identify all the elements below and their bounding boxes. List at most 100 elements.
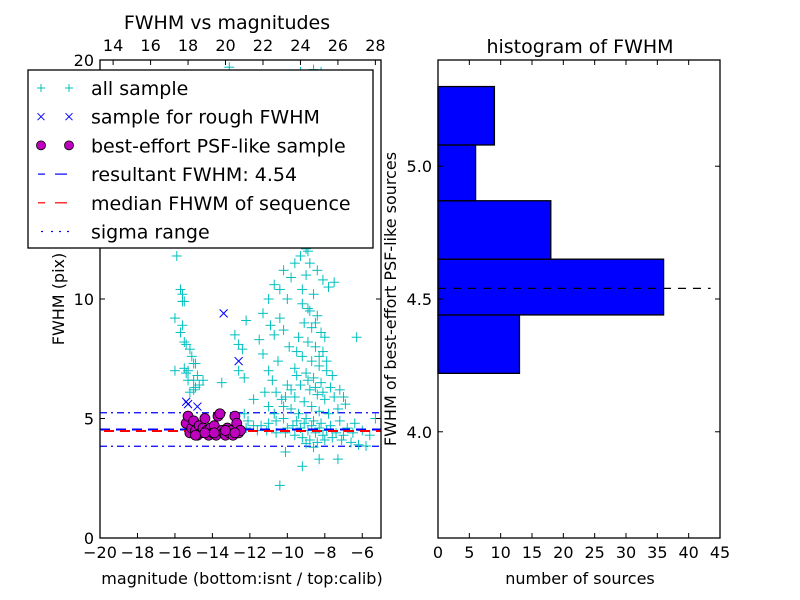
histogram-panel: 0 5 10 15 20 25 30 35 40 45 4.0 4.5 5.0 histogram of…: [381, 36, 730, 588]
histogram-bars: [437, 85, 665, 375]
legend-label: resultant FWHM: 4.54: [91, 164, 297, 186]
top-x-tick-label: 18: [178, 36, 198, 55]
hist-x-tick-label: 20: [553, 543, 573, 562]
all-sample-point: [269, 329, 280, 340]
all-sample-point: [267, 375, 278, 386]
all-sample-point: [241, 315, 252, 326]
all-sample-point: [351, 332, 362, 343]
all-sample-point: [265, 320, 276, 331]
all-sample-point: [314, 360, 325, 371]
histogram-bar: [437, 85, 496, 146]
top-x-tick-label: 20: [215, 36, 235, 55]
all-sample-point: [317, 274, 328, 285]
legend-plus-icon: [37, 84, 73, 92]
all-sample-point: [286, 272, 297, 283]
all-sample-point: [169, 313, 180, 324]
legend-entry: best-effort PSF-like sample: [36, 135, 346, 157]
all-sample-point: [347, 427, 358, 438]
all-sample-point: [274, 480, 285, 491]
all-sample-point: [317, 387, 328, 398]
all-sample-point: [332, 403, 343, 414]
all-sample-point: [304, 384, 315, 395]
all-sample-point: [272, 356, 283, 367]
legend-entry: median FHWM of sequence: [38, 193, 351, 215]
histogram-bar: [437, 314, 521, 375]
all-sample-point: [302, 303, 313, 314]
all-sample-point: [237, 344, 248, 355]
legend: all sample sample for rough FWHM best-effo…: [27, 69, 374, 249]
legend-entry: all sample: [37, 78, 188, 100]
all-sample-point: [177, 320, 188, 331]
histogram-x-label: number of sources: [505, 569, 655, 588]
all-sample-point: [291, 346, 302, 357]
all-sample-point: [340, 399, 351, 410]
all-sample-point: [346, 437, 357, 448]
psf-like-sample-point: [214, 408, 226, 420]
x-tick-label: −18: [121, 543, 155, 562]
scatter-title: FWHM vs magnitudes: [124, 12, 330, 34]
scatter-reference-lines: [100, 412, 381, 447]
all-sample-point: [327, 370, 338, 381]
top-x-tick-label: 22: [253, 36, 273, 55]
all-sample-point: [323, 282, 334, 293]
all-sample-point: [321, 365, 332, 376]
legend-label: sigma range: [91, 222, 210, 244]
all-sample-point: [304, 305, 315, 316]
hist-x-tick-label: 40: [678, 543, 698, 562]
all-sample-point: [175, 327, 186, 338]
all-sample-point: [293, 408, 304, 419]
all-sample-point: [291, 370, 302, 381]
all-sample-point: [331, 427, 342, 438]
all-sample-point: [192, 370, 203, 381]
histogram-bar: [437, 200, 552, 260]
all-sample-point: [308, 415, 319, 426]
all-sample-point: [280, 446, 291, 457]
histogram-title: histogram of FWHM: [486, 36, 673, 58]
all-sample-point: [274, 284, 285, 295]
legend-label: sample for rough FWHM: [91, 107, 320, 129]
all-sample-point: [248, 394, 259, 405]
all-sample-point: [297, 298, 308, 309]
rough-fwhm-sample-point: [193, 402, 202, 411]
all-sample-point: [216, 377, 227, 388]
all-sample-point: [310, 341, 321, 352]
all-sample-point: [186, 351, 197, 362]
all-sample-point: [263, 401, 274, 412]
all-sample-point: [319, 332, 330, 343]
all-sample-point: [257, 308, 268, 319]
hist-y-tick-label: 5.0: [407, 157, 432, 176]
all-sample-point: [289, 258, 300, 269]
all-sample-point: [278, 413, 289, 424]
all-sample-point: [291, 415, 302, 426]
all-sample-point: [269, 279, 280, 290]
all-sample-point: [332, 454, 343, 465]
all-sample-point: [278, 401, 289, 412]
rough-fwhm-sample-point: [183, 399, 193, 409]
legend-box: [27, 69, 374, 249]
all-sample-point: [239, 408, 250, 419]
all-sample-point: [302, 375, 313, 386]
all-sample-point: [349, 418, 360, 429]
hist-x-tick-label: 15: [522, 543, 542, 562]
all-sample-point: [190, 358, 201, 369]
histogram-ticks: 0 5 10 15 20 25 30 35 40 45 4.0 4.5 5.0: [407, 60, 730, 562]
all-sample-point: [306, 401, 317, 412]
all-sample-point: [254, 334, 265, 345]
hist-y-tick-label: 4.5: [407, 290, 432, 309]
scatter-panel: −20 −18 −16 −14 −12 −10 −8 −6 14 16 18 20 22 24 26 28 0 5…: [27, 12, 386, 588]
all-sample-point: [289, 391, 300, 402]
psf-like-sample-point: [220, 425, 231, 436]
all-sample-point: [295, 380, 306, 391]
hist-x-tick-label: 5: [464, 543, 474, 562]
legend-entry: resultant FWHM: 4.54: [38, 164, 297, 186]
hist-x-tick-label: 25: [584, 543, 604, 562]
psf-like-sample-point: [199, 413, 211, 424]
all-sample-point: [336, 435, 347, 446]
legend-label: all sample: [91, 78, 188, 100]
all-sample-point: [188, 384, 199, 395]
top-x-tick-label: 16: [140, 36, 160, 55]
all-sample-point: [308, 372, 319, 383]
y-tick-label: 10: [74, 290, 94, 309]
all-sample-point: [198, 375, 209, 386]
